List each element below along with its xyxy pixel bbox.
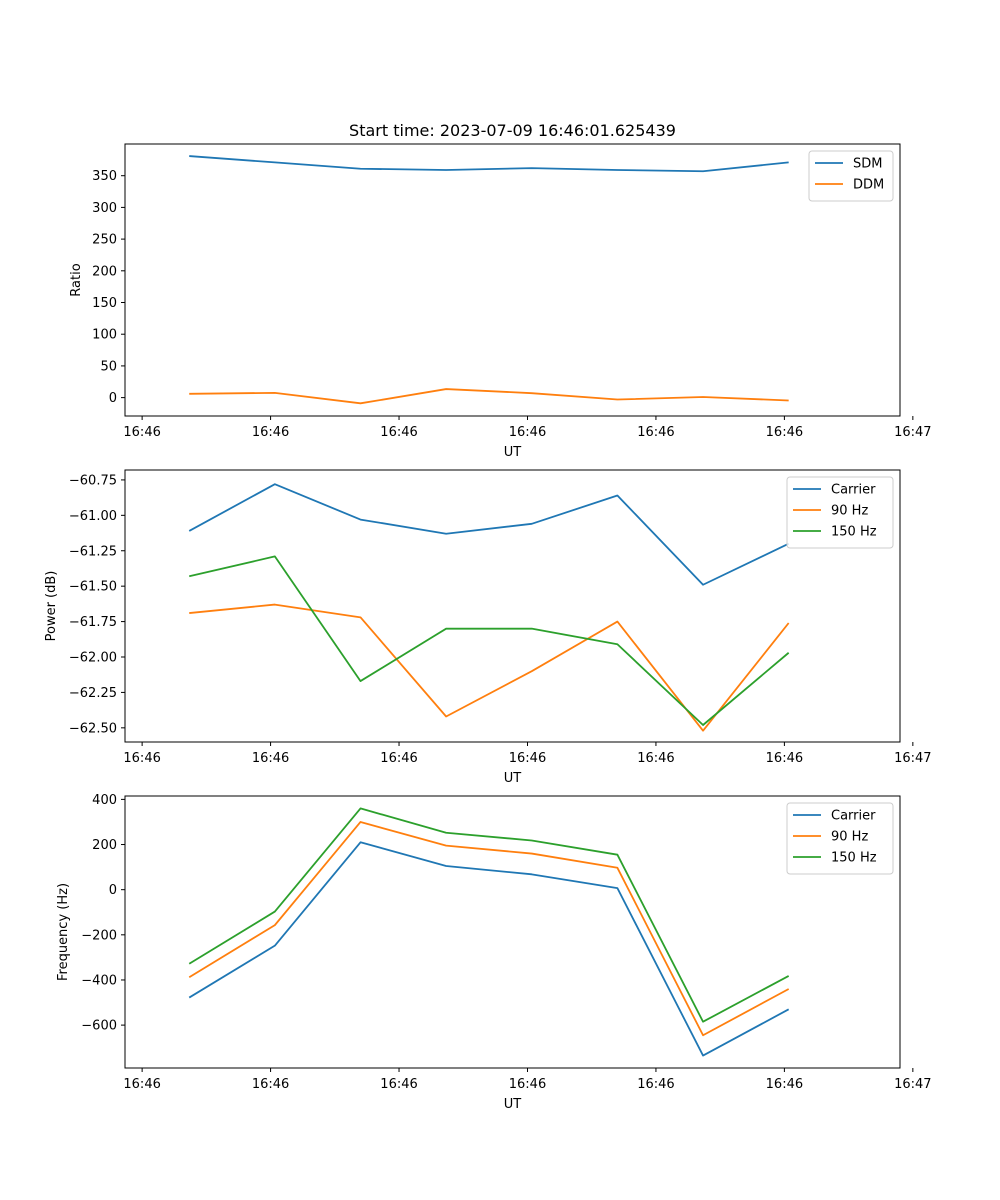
x-tick-label: 16:46 [380, 751, 417, 766]
chart-title: Start time: 2023-07-09 16:46:01.625439 [349, 121, 676, 140]
series-line-carrier [188, 841, 790, 1057]
x-tick-label: 16:47 [894, 751, 931, 766]
legend-label: 150 Hz [831, 851, 877, 866]
legend-label: Carrier [831, 483, 876, 498]
y-tick-label: −61.25 [69, 544, 117, 559]
series-line-90-hz [188, 821, 790, 1037]
y-tick-label: −61.75 [69, 615, 117, 630]
x-tick-label: 16:47 [894, 1077, 931, 1092]
legend-label: 90 Hz [831, 504, 868, 519]
y-tick-label: −62.00 [69, 651, 117, 666]
x-axis-label: UT [504, 445, 522, 460]
y-tick-label: 300 [92, 201, 117, 216]
frequency-panel: 16:46 16:46 16:46 16:46 16:46 16:46 16:47 −600 −… [56, 793, 932, 1112]
x-tick-label: 16:46 [766, 1077, 803, 1092]
x-tick-label: 16:46 [509, 425, 546, 440]
x-tick-label: 16:47 [894, 425, 931, 440]
ratio-panel: Start time: 2023-07-09 16:46:01.625439 1… [69, 121, 932, 460]
x-tick-label: 16:46 [637, 751, 674, 766]
legend-label: DDM [853, 178, 884, 193]
x-tick-label: 16:46 [637, 425, 674, 440]
x-axis-label: UT [504, 771, 522, 786]
x-tick-label: 16:46 [380, 1077, 417, 1092]
x-tick-label: 16:46 [509, 1077, 546, 1092]
series-line-150-hz [189, 555, 790, 726]
x-tick-label: 16:46 [252, 751, 289, 766]
y-tick-label: 200 [92, 264, 117, 279]
x-tick-label: 16:46 [123, 751, 160, 766]
x-tick-label: 16:46 [123, 1077, 160, 1092]
x-tick-label: 16:46 [637, 1077, 674, 1092]
legend-label: SDM [853, 157, 882, 172]
x-tick-label: 16:46 [123, 425, 160, 440]
legend: Carrier 90 Hz 150 Hz [786, 476, 894, 549]
plot-frame [124, 469, 901, 743]
legend-label: 90 Hz [831, 830, 868, 845]
power-panel: 16:46 16:46 16:46 16:46 16:46 16:46 16:47 −62.5… [44, 469, 932, 786]
x-axis-label: UT [504, 1097, 522, 1112]
y-tick-label: −62.25 [69, 686, 117, 701]
y-tick-label: 0 [109, 391, 117, 406]
y-tick-label: 250 [92, 233, 117, 248]
plot-frame [124, 143, 901, 417]
x-tick-label: 16:46 [766, 425, 803, 440]
series-line-sdm [189, 155, 789, 173]
y-tick-label: −400 [81, 973, 117, 988]
y-axis-label: Ratio [69, 263, 84, 296]
series-line-90-hz [189, 603, 790, 732]
y-tick-label: 50 [100, 359, 117, 374]
legend-label: 150 Hz [831, 525, 877, 540]
x-tick-label: 16:46 [509, 751, 546, 766]
y-tick-label: −200 [81, 928, 117, 943]
y-tick-label: 400 [92, 793, 117, 808]
series-line-150-hz [188, 807, 790, 1023]
x-tick-label: 16:46 [252, 425, 289, 440]
y-tick-label: −61.50 [69, 580, 117, 595]
y-tick-label: −600 [81, 1019, 117, 1034]
y-tick-label: −60.75 [69, 473, 117, 488]
series-line-carrier [188, 483, 790, 586]
y-tick-label: −62.50 [69, 721, 117, 736]
legend: Carrier 90 Hz 150 Hz [786, 802, 894, 875]
x-tick-label: 16:46 [252, 1077, 289, 1092]
x-tick-label: 16:46 [380, 425, 417, 440]
y-tick-label: 0 [109, 883, 117, 898]
series-line-ddm [189, 388, 789, 405]
legend: SDM DDM [808, 150, 894, 202]
y-tick-label: 100 [92, 328, 117, 343]
y-tick-label: 150 [92, 296, 117, 311]
y-axis-label: Frequency (Hz) [56, 883, 71, 981]
x-tick-label: 16:46 [766, 751, 803, 766]
y-axis-label: Power (dB) [44, 571, 59, 642]
y-tick-label: 350 [92, 169, 117, 184]
y-tick-label: 200 [92, 838, 117, 853]
y-tick-label: −61.00 [69, 509, 117, 524]
legend-label: Carrier [831, 809, 876, 824]
plot-frame [124, 795, 901, 1069]
